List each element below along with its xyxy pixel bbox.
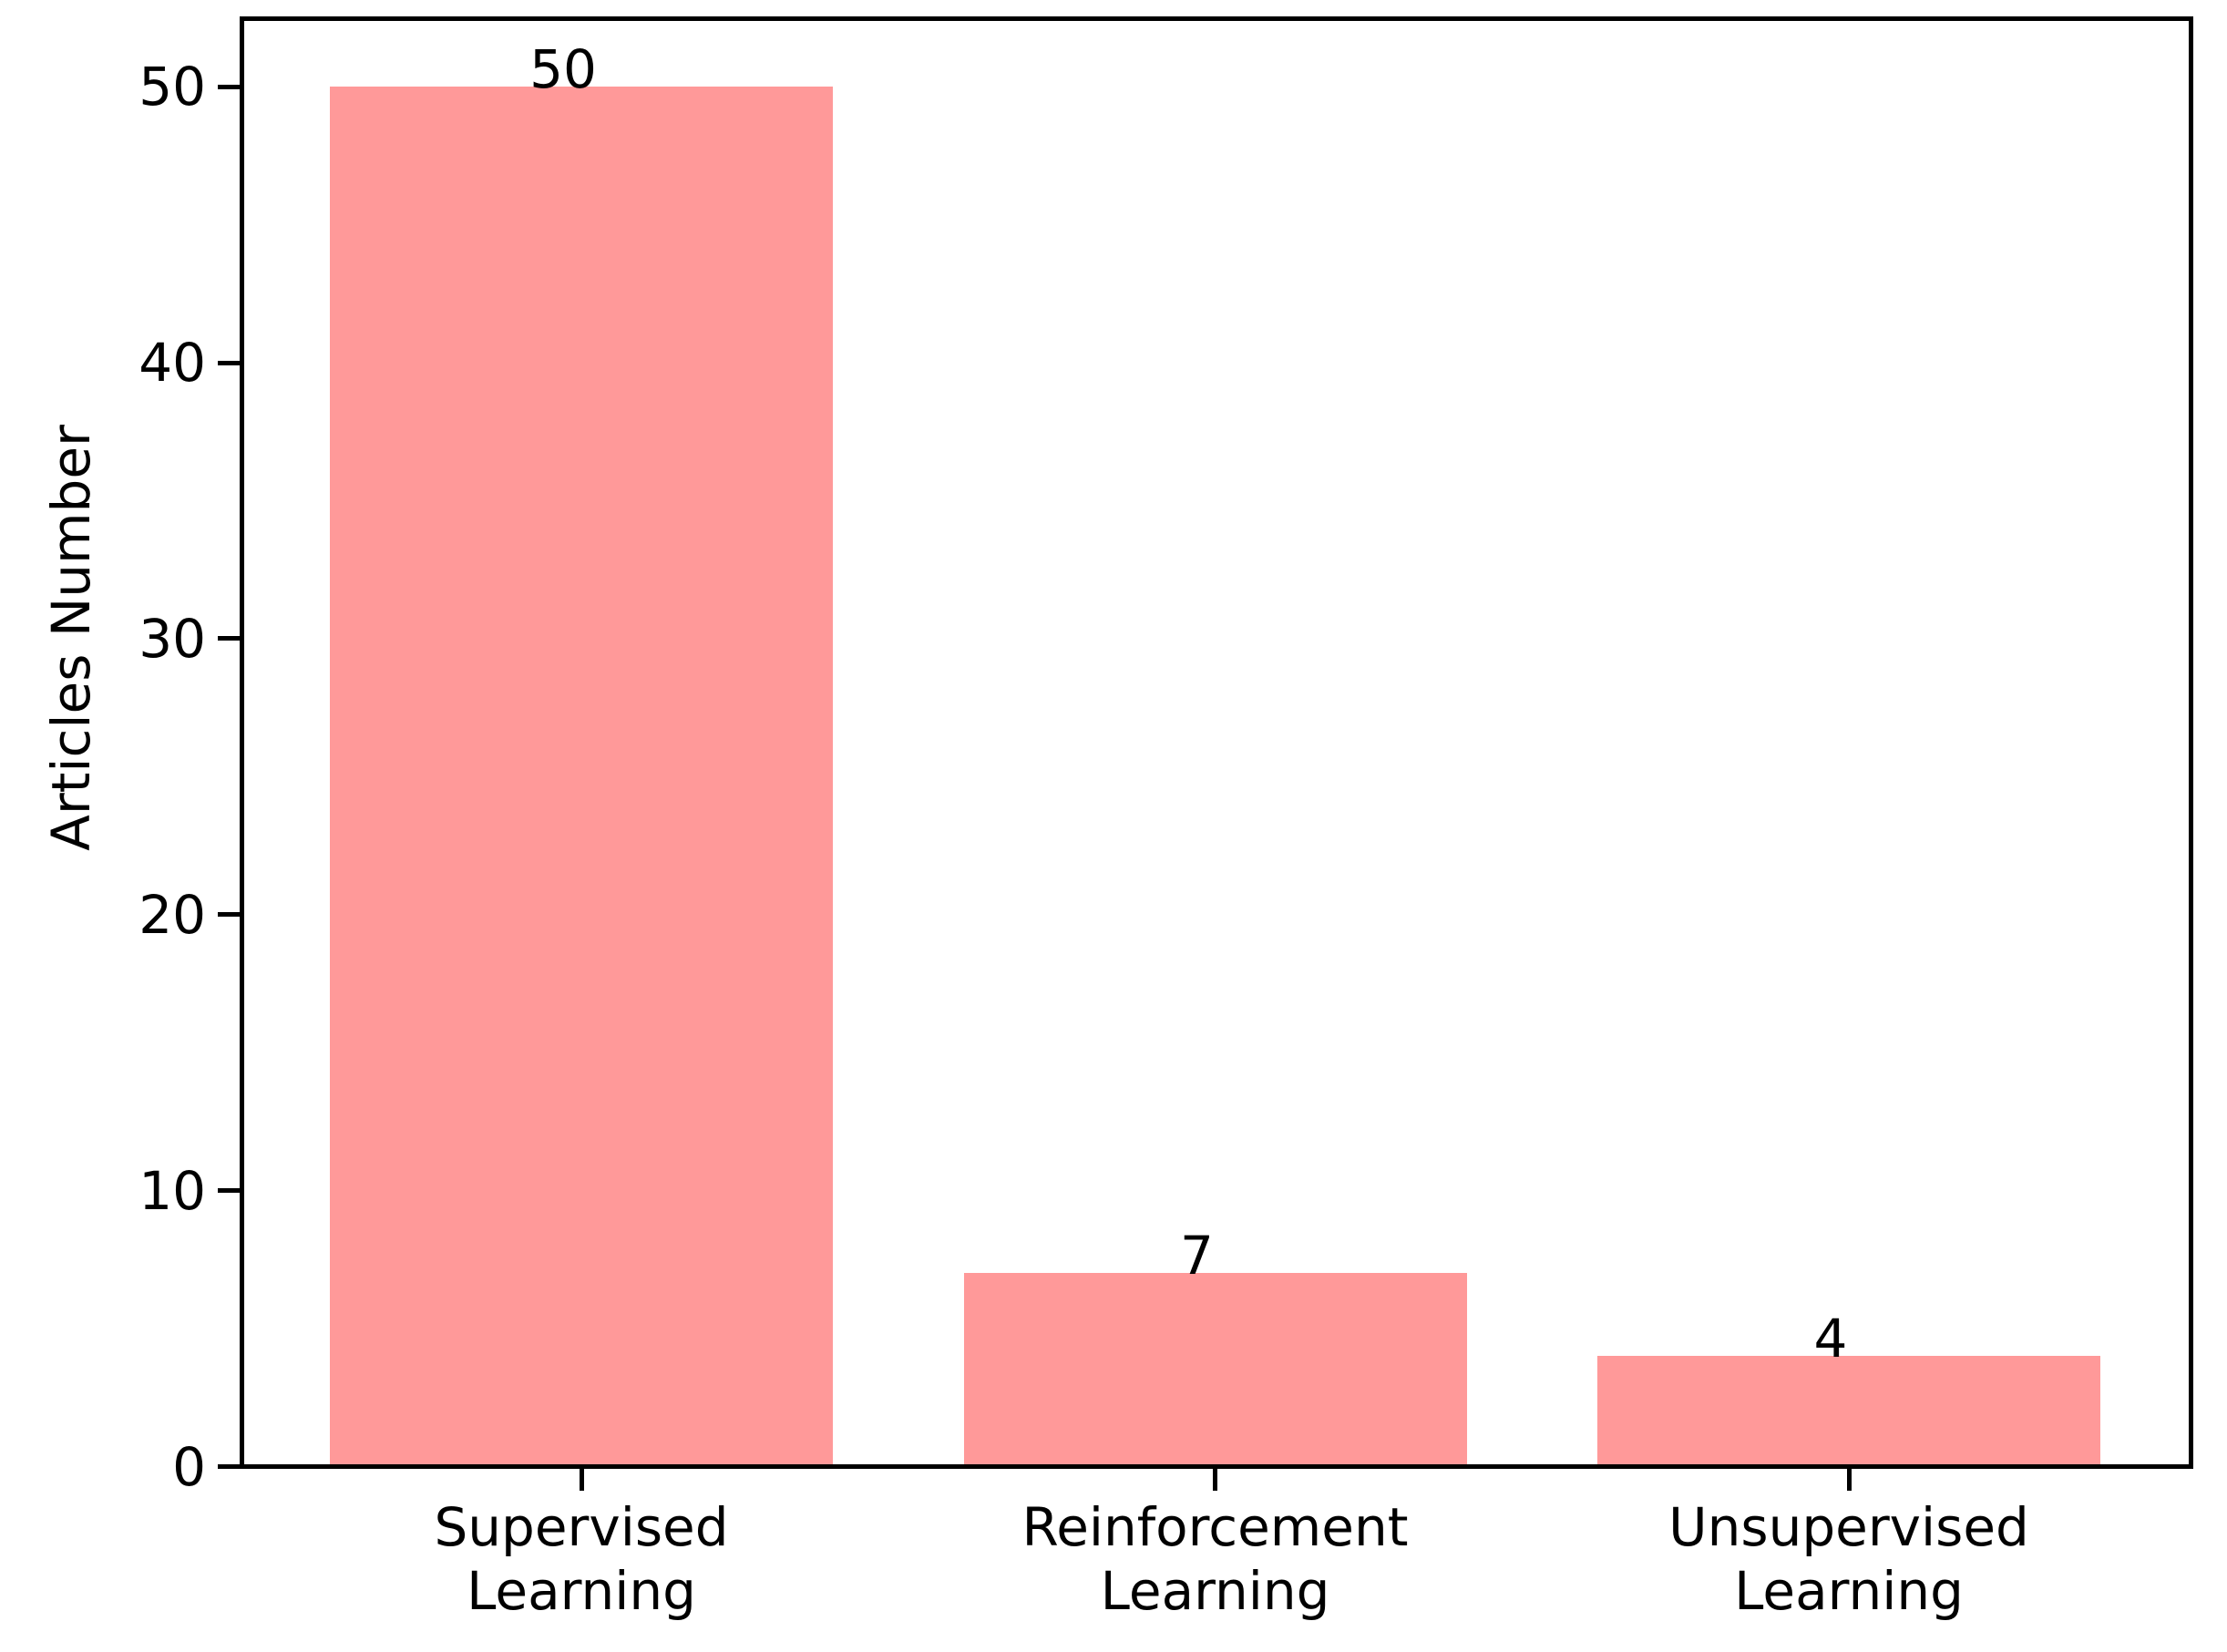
bar-unsupervised-learning xyxy=(1597,1356,2100,1467)
y-tick-mark-40 xyxy=(218,360,240,365)
y-tick-mark-20 xyxy=(218,912,240,918)
y-tick-label-40: 40 xyxy=(139,332,206,395)
y-tick-label-20: 20 xyxy=(139,883,206,946)
x-tick-mark-reinforcement-learning xyxy=(1213,1469,1217,1491)
y-tick-label-50: 50 xyxy=(139,56,206,118)
x-tick-label-supervised-learning: Supervised Learning xyxy=(434,1496,729,1622)
value-label-reinforcement-learning: 7 xyxy=(1180,1225,1214,1288)
y-tick-label-0: 0 xyxy=(172,1435,206,1498)
y-tick-label-30: 30 xyxy=(139,607,206,670)
y-tick-label-10: 10 xyxy=(139,1159,206,1222)
x-tick-mark-supervised-learning xyxy=(579,1469,584,1491)
y-tick-mark-50 xyxy=(218,84,240,89)
y-tick-mark-10 xyxy=(218,1188,240,1194)
x-tick-label-reinforcement-learning: Reinforcement Learning xyxy=(1021,1496,1409,1622)
bar-supervised-learning xyxy=(330,87,833,1467)
x-tick-mark-unsupervised-learning xyxy=(1846,1469,1852,1491)
y-tick-mark-30 xyxy=(218,636,240,641)
y-tick-mark-0 xyxy=(218,1464,240,1469)
plot-area xyxy=(240,16,2193,1469)
x-tick-label-unsupervised-learning: Unsupervised Learning xyxy=(1668,1496,2029,1622)
bar-reinforcement-learning xyxy=(963,1273,1467,1467)
value-label-unsupervised-learning: 4 xyxy=(1813,1308,1848,1370)
value-label-supervised-learning: 50 xyxy=(529,38,597,101)
